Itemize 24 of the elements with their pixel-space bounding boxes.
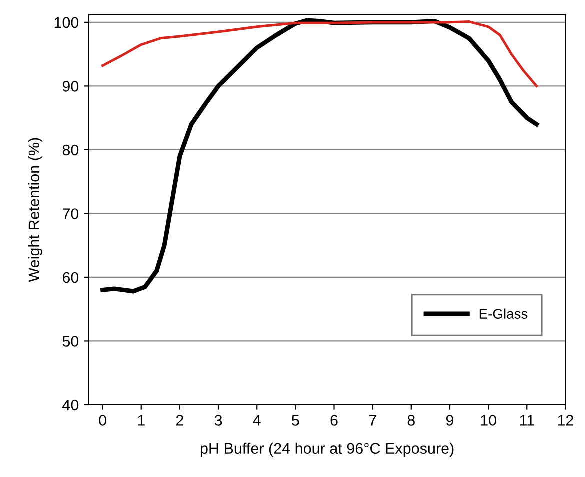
y-tick-label: 90 <box>62 81 79 92</box>
x-tick-label: 0 <box>99 415 106 426</box>
y-tick-label: 100 <box>54 17 79 28</box>
line-series <box>102 20 538 88</box>
legend-label: E-Glass <box>480 308 528 319</box>
x-tick-label: 4 <box>253 415 261 426</box>
x-tick-label: 2 <box>176 415 184 426</box>
y-tick-label: 60 <box>62 272 79 284</box>
x-tick-label: 6 <box>330 415 338 426</box>
x-tick-label: 3 <box>214 415 222 426</box>
x-tick-label: 9 <box>446 415 454 426</box>
x-tick-label: 12 <box>558 415 574 426</box>
x-tick-label: 7 <box>369 415 376 426</box>
x-tick-label: 10 <box>481 415 496 426</box>
y-axis-title: Weight Retention (%) <box>28 138 43 282</box>
y-tick-label: 50 <box>62 336 79 347</box>
x-tick-label: 11 <box>520 415 534 426</box>
x-tick-label: 1 <box>138 415 145 426</box>
x-axis-title: pH Buffer (24 hour at 96°C Exposure) <box>200 442 454 458</box>
y-tick-label: 70 <box>62 208 79 220</box>
y-tick-label: 80 <box>62 144 79 156</box>
y-tick-label: 40 <box>62 400 79 411</box>
x-tick-label: 8 <box>408 415 415 426</box>
x-tick-label: 5 <box>292 415 300 426</box>
